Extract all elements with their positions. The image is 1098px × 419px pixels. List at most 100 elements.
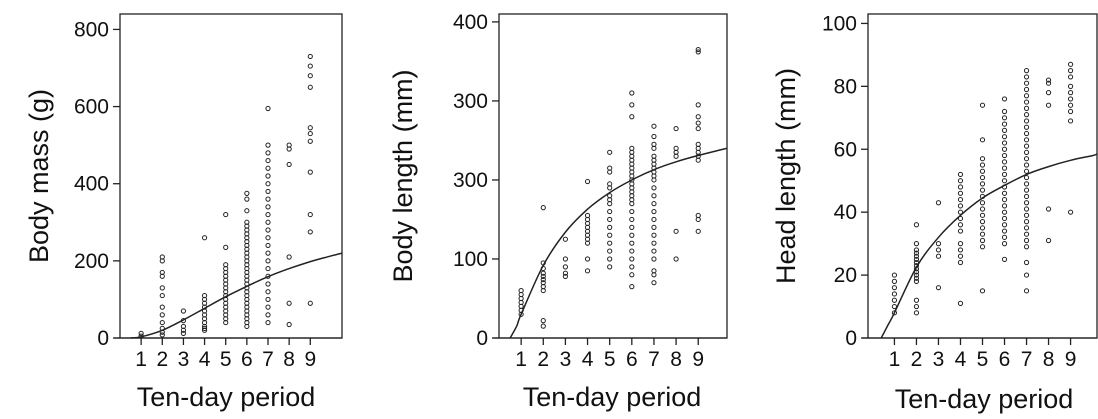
data-point [244,208,250,214]
x-tick-label: 2 [156,348,168,371]
data-point [673,153,679,159]
data-point [265,265,271,272]
data-point [1023,212,1030,218]
data-point [1067,96,1074,102]
y-tick-label: 100 [822,12,857,35]
data-point [265,188,271,195]
data-point [651,216,657,223]
data-point [265,281,271,287]
data-point [1023,259,1030,266]
data-point [651,193,657,199]
data-point [651,240,657,246]
data-point [607,149,613,155]
data-point [265,173,271,179]
data-point [201,235,208,241]
data-point [1023,174,1030,181]
data-point [913,250,920,256]
data-point [1001,234,1008,240]
data-point [265,289,271,295]
data-point [1045,237,1052,244]
data-point [1067,68,1074,74]
data-point [307,63,313,69]
data-point [159,258,165,264]
data-point [307,84,313,90]
data-point [651,232,657,238]
data-point [540,287,546,294]
data-point [180,308,187,314]
data-point [979,225,986,231]
data-point [979,187,986,193]
data-point [629,284,635,290]
data-point [979,244,986,250]
data-point [265,165,271,171]
data-point [695,216,701,223]
data-point [1067,209,1074,215]
data-point [957,222,964,228]
data-point [518,311,524,317]
data-point [307,138,313,144]
data-point [891,278,898,284]
data-point [307,130,313,137]
x-tick-label: 3 [178,348,190,371]
data-point [651,248,657,254]
data-point [629,240,635,246]
data-point [286,300,292,306]
y-tick-label: 20 [834,264,857,287]
data-point [1023,231,1030,237]
data-point [913,272,920,278]
data-point [629,248,635,254]
data-point [540,273,546,279]
data-point [1001,165,1008,171]
fitted-curve [509,147,728,339]
data-point [957,300,964,306]
data-point [629,256,635,262]
data-point [673,125,679,132]
x-axis-label: Ten-day period [137,382,316,412]
data-point [307,229,313,235]
data-point [673,228,679,234]
data-point [651,256,657,262]
data-point [1001,127,1008,133]
data-point [265,181,271,187]
data-point [913,310,920,316]
data-point [265,250,271,256]
y-tick-label: 100 [453,248,488,271]
chart-head-length: 1 2 3 4 5 6 7 8 9 0 20 40 60 80 100 Head length (mm) T… [771,12,1098,414]
data-point [180,327,187,333]
data-point [1045,77,1052,83]
y-tick-label: 40 [834,201,857,224]
x-axis-label: Ten-day period [895,384,1074,414]
data-point [1001,203,1008,209]
data-point [1001,256,1008,262]
data-point [607,185,613,191]
data-point [673,256,679,262]
data-point [979,162,986,168]
data-point [913,297,920,303]
data-point [957,241,964,247]
data-point [607,248,613,254]
data-point [1001,215,1008,222]
x-tick-label: 4 [199,348,211,371]
data-point [1045,90,1052,96]
data-point [1001,121,1008,127]
data-point [979,174,986,181]
data-point [607,224,613,230]
data-point [307,300,313,306]
data-point [307,125,313,131]
data-point [540,323,546,329]
data-point [265,219,271,225]
y-axis-label: Head length (mm) [771,68,801,284]
data-point [979,231,986,237]
data-point [1023,187,1030,193]
data-point [265,196,271,202]
data-point [159,273,165,279]
y-tick-label: 400 [453,11,488,34]
data-point [1023,80,1030,86]
data-point [1001,228,1008,234]
data-point [651,224,657,230]
data-point [651,208,657,215]
x-tick-label: 5 [977,348,989,371]
data-point [957,190,964,196]
